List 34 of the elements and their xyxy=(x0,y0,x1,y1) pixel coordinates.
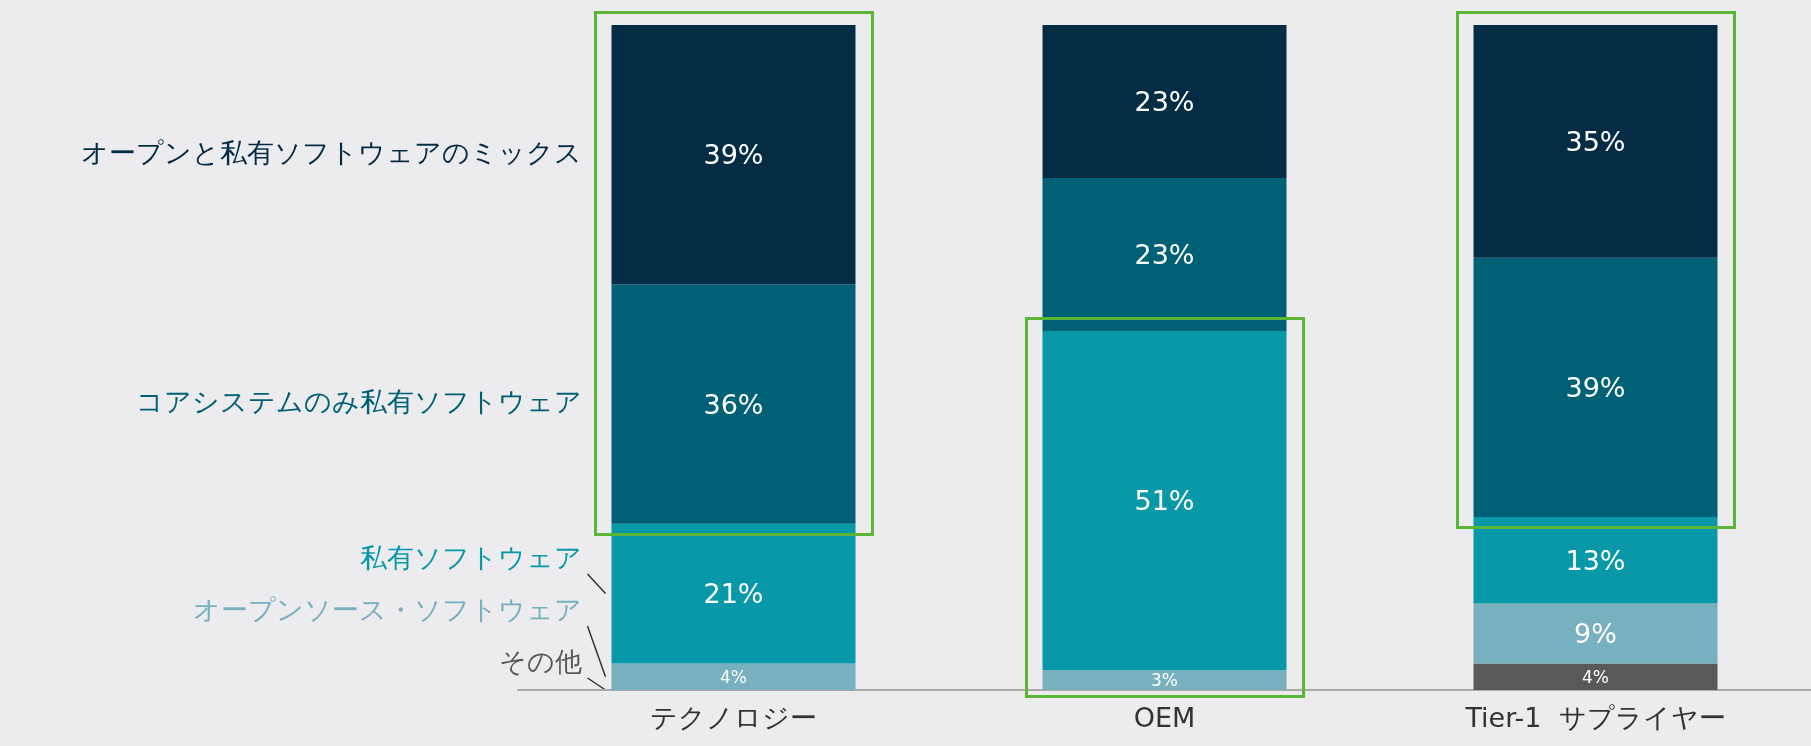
data-label: 39% xyxy=(703,139,764,171)
data-label: 9% xyxy=(1574,617,1617,649)
series-label: オープンソース・ソフトウェア xyxy=(192,594,582,625)
data-label: 36% xyxy=(703,388,764,420)
data-label: 3% xyxy=(1151,670,1178,691)
data-label: 4% xyxy=(720,666,747,687)
bar xyxy=(1042,25,1287,178)
bar xyxy=(1042,670,1287,690)
x-tick-label: テクノロジー xyxy=(650,702,817,733)
data-label: 39% xyxy=(1565,371,1626,403)
bar xyxy=(611,284,856,524)
bar xyxy=(1473,603,1718,664)
bar xyxy=(1473,257,1718,518)
bar xyxy=(1473,25,1718,258)
series-label: オープンと私有ソフトウェアのミックス xyxy=(80,136,582,168)
text: その他 xyxy=(498,646,582,677)
bar xyxy=(611,663,856,690)
data-label: 21% xyxy=(703,578,764,610)
bar xyxy=(1042,177,1287,331)
data-label: 23% xyxy=(1134,85,1195,117)
data-label: 35% xyxy=(1565,125,1626,157)
bar xyxy=(1473,517,1718,604)
data-label: 51% xyxy=(1134,484,1195,516)
data-label: 13% xyxy=(1565,544,1626,576)
bar xyxy=(611,25,856,285)
series-label: コアシステムのみ私有ソフトウェア xyxy=(135,386,582,418)
x-tick-label: OEM xyxy=(1133,702,1196,733)
bar xyxy=(1473,663,1718,690)
series-label: 私有ソフトウェア xyxy=(359,542,582,573)
bar xyxy=(611,523,856,664)
data-label: 4% xyxy=(1582,666,1609,687)
x-tick-label: Tier-1 サプライヤー xyxy=(1464,702,1726,733)
data-label: 23% xyxy=(1134,238,1195,270)
bar xyxy=(1042,330,1287,671)
